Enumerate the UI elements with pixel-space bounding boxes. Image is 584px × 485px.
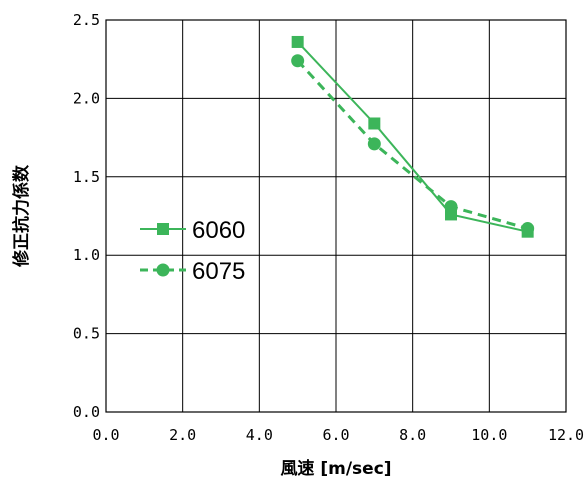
data-point — [444, 200, 458, 214]
series-layer — [291, 35, 535, 238]
plot-frame — [105, 19, 567, 413]
series-6075 — [291, 54, 535, 236]
legend-marker — [157, 223, 169, 235]
legend: 6060 6075 — [140, 217, 245, 285]
y-tick-label: 2.0 — [73, 89, 100, 107]
x-tick-label: 12.0 — [548, 426, 584, 444]
x-axis-title: 風速 [m/sec] — [280, 458, 391, 479]
data-point — [368, 117, 381, 130]
data-point — [291, 35, 304, 48]
y-axis-ticks: 0.0 0.5 1.0 1.5 2.0 2.5 — [73, 11, 100, 421]
series-6060 — [291, 35, 534, 238]
data-point — [367, 137, 381, 151]
x-tick-label: 10.0 — [471, 426, 507, 444]
x-tick-label: 8.0 — [399, 426, 426, 444]
y-axis-title: 修正抗力係数 — [11, 164, 32, 268]
x-tick-label: 4.0 — [246, 426, 273, 444]
y-tick-label: 0.0 — [73, 403, 100, 421]
series-line — [296, 41, 528, 233]
legend-label: 6060 — [192, 217, 245, 244]
x-tick-label: 0.0 — [92, 426, 119, 444]
legend-marker — [156, 263, 170, 277]
x-tick-label: 2.0 — [169, 426, 196, 444]
legend-item-6075: 6075 — [140, 258, 245, 285]
y-tick-label: 0.5 — [73, 325, 100, 343]
y-tick-label: 1.0 — [73, 246, 100, 264]
y-tick-label: 1.5 — [73, 168, 100, 186]
legend-label: 6075 — [192, 258, 245, 285]
legend-item-6060: 6060 — [140, 217, 245, 244]
x-axis-ticks: 0.0 2.0 4.0 6.0 8.0 10.0 12.0 — [92, 426, 584, 444]
grid-lines — [105, 19, 567, 413]
data-point — [291, 54, 305, 68]
x-tick-label: 6.0 — [322, 426, 349, 444]
data-point — [521, 222, 535, 236]
y-tick-label: 2.5 — [73, 11, 100, 29]
